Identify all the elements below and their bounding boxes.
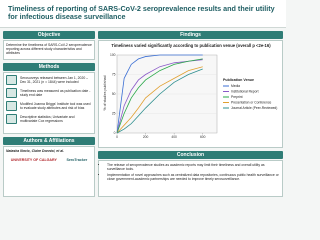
legend-label: Media <box>231 84 240 88</box>
series-line <box>116 58 203 134</box>
method-text: Timeliness was measured as publication d… <box>20 88 91 97</box>
x-tick-label: 400 <box>171 135 177 139</box>
method-item: Serosurveys released between Jan 1, 2020… <box>6 75 92 85</box>
findings-box: Timeliness varied significantly accordin… <box>98 40 283 148</box>
authors-box: Natasha Ilincic, Claire Donnici, et al. … <box>3 146 95 197</box>
logos: UNIVERSITY OF CALGARY SeroTracker <box>6 158 92 162</box>
method-icon <box>6 101 17 111</box>
method-text: Modified Joanna Briggs' Institute tool w… <box>20 101 91 110</box>
chart-title: Timeliness varied significantly accordin… <box>111 43 271 48</box>
method-item: Modified Joanna Briggs' Institute tool w… <box>6 101 92 111</box>
series-line <box>116 68 203 134</box>
legend-label: Preprint <box>231 95 243 99</box>
author-names: Natasha Ilincic, Claire Donnici, et al. <box>6 149 65 153</box>
title: Timeliness of reporting of SARS-CoV-2 se… <box>0 0 286 28</box>
authors-heading: Authors & Affiliations <box>3 137 95 145</box>
y-tick-label: 25 <box>112 112 116 116</box>
legend-title: Publication Venue <box>223 78 254 82</box>
x-tick-label: 600 <box>200 135 206 139</box>
y-tick-label: 100 <box>110 53 116 57</box>
x-tick-label: 200 <box>143 135 149 139</box>
series-line <box>116 59 203 134</box>
conclusion-item: Implementation of novel approaches such … <box>107 173 280 181</box>
graphical-abstract: {"header": {"title": "Timeliness of repo… <box>0 0 286 200</box>
legend-label: Presentation or Conference <box>231 101 271 105</box>
y-tick-label: 0 <box>114 131 116 135</box>
method-icon <box>6 114 17 124</box>
method-icon <box>6 88 17 98</box>
legend-label: Institutional Report <box>231 90 259 94</box>
series-line <box>116 54 203 134</box>
methods-heading: Methods <box>3 63 95 71</box>
x-tick-label: 0 <box>116 135 118 139</box>
objective-text: Determine the timeliness of SARS-CoV-2 s… <box>3 40 95 60</box>
methods-box: Serosurveys released between Jan 1, 2020… <box>3 72 95 134</box>
conclusion-box: The release of seroprevalence studies as… <box>98 160 283 197</box>
objective-heading: Objective <box>3 31 95 39</box>
y-axis-label: % of studies published <box>103 75 107 110</box>
logo: UNIVERSITY OF CALGARY <box>10 158 57 163</box>
y-tick-label: 75 <box>112 73 116 77</box>
chart: Timeliness varied significantly accordin… <box>103 43 277 139</box>
method-text: Descriptive statistics; Univariate and m… <box>20 114 75 123</box>
method-text: Serosurveys released between Jan 1, 2020… <box>20 75 89 84</box>
conclusion-list: The release of seroprevalence studies as… <box>101 163 280 181</box>
method-item: Timeliness was measured as publication d… <box>6 88 92 98</box>
series-line <box>116 66 203 134</box>
conclusion-heading: Conclusion <box>98 151 283 159</box>
findings-heading: Findings <box>98 31 283 39</box>
method-item: Descriptive statistics; Univariate and m… <box>6 114 92 124</box>
logo: SeroTracker <box>66 158 88 163</box>
method-icon <box>6 75 17 85</box>
legend-label: Journal Article (Peer-Reviewed) <box>231 106 277 110</box>
y-tick-label: 50 <box>112 92 116 96</box>
conclusion-item: The release of seroprevalence studies as… <box>107 163 280 171</box>
